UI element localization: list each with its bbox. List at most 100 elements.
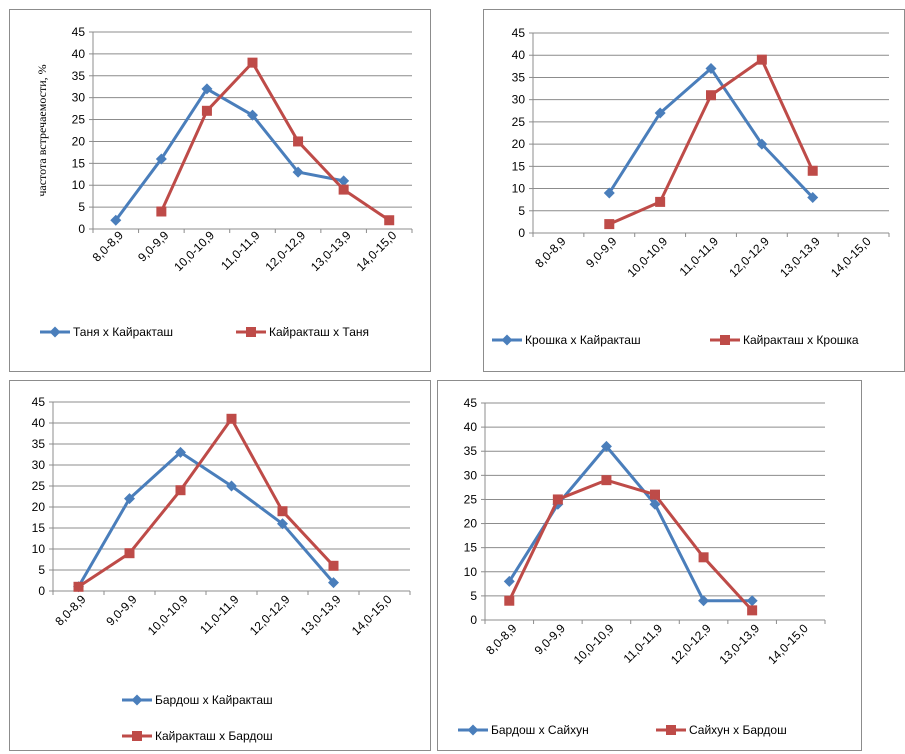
data-point-series-2 [226,413,237,424]
x-tick-label: 9,0-9,9 [103,592,140,629]
legend-label: Крошка х Кайракташ [525,333,641,347]
data-point-series-1 [155,153,167,165]
x-tick-label: 10,0-10,9 [571,621,617,667]
y-tick-label: 30 [32,458,46,472]
data-point-series-1 [705,63,717,75]
y-tick-label: 0 [470,613,477,627]
x-tick-label: 11,0-11,9 [218,228,263,273]
x-tick-label: 8,0-8,9 [532,234,569,271]
line-chart: 0 5 10 15 20 25 30 35 40 45 8,0-8,9 9,0-9,9 10,0-10,… [32,395,411,743]
data-point-series-1 [226,480,237,492]
y-tick-label: 0 [38,584,45,598]
legend-marker [246,327,256,337]
line-chart: 0 5 10 15 20 25 30 35 40 45 8,0-8,9 9,0-9,9 10,0-10,… [492,26,890,347]
data-point-series-2 [706,90,716,101]
y-tick-label: 20 [32,500,46,514]
data-point-series-2 [604,219,615,230]
x-tick-label: 10,0-10,9 [171,228,217,274]
x-tick-label: 13,0-13,9 [777,234,823,280]
y-tick-label: 10 [72,178,86,192]
y-tick-label: 25 [512,115,526,129]
data-point-series-2 [124,548,135,559]
data-point-series-1 [110,214,122,226]
x-tick-label: 8,0-8,9 [90,228,127,265]
x-tick-label: 11,0-11,9 [677,234,722,279]
y-tick-label: 25 [464,492,478,506]
y-tick-label: 45 [72,25,86,39]
x-tick-label: 13,0-13,9 [717,621,763,667]
y-tick-label: 10 [512,182,526,196]
x-tick-label: 12,0-12,9 [726,234,772,280]
x-tick-label: 13,0-13,9 [298,592,344,638]
y-tick-label: 10 [32,542,46,556]
data-point-series-1 [756,138,768,150]
data-point-series-1 [247,109,258,121]
legend-label: Кайракташ х Крошка [743,333,859,347]
series-line-1 [608,67,814,199]
chart-panel-1: 0 5 10 15 20 25 30 35 40 45 8,0-8,9 9,0-9,9 10,0-10,… [9,9,431,372]
y-tick-label: 25 [32,479,46,493]
y-tick-label: 35 [512,70,526,84]
data-point-series-2 [277,506,288,517]
data-point-series-1 [807,191,819,203]
data-point-series-2 [247,57,258,68]
data-point-series-2 [747,605,758,616]
data-point-series-1 [338,175,350,187]
legend-marker [666,725,676,735]
y-tick-label: 40 [72,47,86,61]
series-line-2 [507,478,754,612]
y-tick-label: 20 [72,134,86,148]
y-tick-label: 45 [32,395,46,409]
data-point-series-2 [601,475,612,486]
data-point-series-1 [292,166,304,178]
legend-label: Кайракташ х Бардош [155,729,273,743]
data-point-series-1 [698,595,710,607]
x-tick-label: 14,0-15,0 [349,592,395,638]
y-tick-label: 5 [470,589,477,603]
x-tick-label: 9,0-9,9 [583,234,620,271]
legend-marker [131,694,143,706]
y-tick-label: 35 [72,69,86,83]
series-line-2 [608,58,815,226]
x-tick-label: 10,0-10,9 [145,592,191,638]
legend-label: Бардош х Кайракташ [155,693,273,707]
chart-panel-4: 0 5 10 15 20 25 30 35 40 45 8,0-8,9 9,0-9,9 10,0-10,… [437,380,862,751]
data-point-series-2 [504,595,515,606]
y-tick-label: 20 [464,517,478,531]
y-tick-label: 20 [512,137,526,151]
data-point-series-1 [600,440,612,452]
data-point-series-1 [603,187,615,199]
y-tick-label: 40 [32,416,46,430]
legend-label: Сайхун х Бардош [689,723,787,737]
y-tick-label: 0 [518,226,525,240]
y-tick-label: 15 [32,521,46,535]
data-point-series-2 [73,581,84,592]
data-point-series-2 [552,494,563,505]
y-tick-label: 30 [72,91,86,105]
data-point-series-1 [175,446,186,458]
y-tick-label: 15 [464,541,478,555]
y-tick-label: 30 [512,93,526,107]
y-tick-label: 35 [32,437,46,451]
data-point-series-1 [746,595,758,607]
series-line-1 [77,450,335,588]
data-point-series-2 [807,165,818,176]
series-line-2 [77,417,335,589]
x-tick-label: 14,0-15,0 [765,621,811,667]
legend-label: Таня х Кайракташ [73,325,173,339]
data-point-series-1 [277,518,288,530]
data-point-series-1 [201,83,213,95]
chart-panel-2: 0 5 10 15 20 25 30 35 40 45 8,0-8,9 9,0-9,9 10,0-10,… [483,9,905,372]
x-tick-label: 8,0-8,9 [52,592,89,629]
data-point-series-2 [156,206,167,217]
data-point-series-2 [201,105,212,116]
legend-marker [501,334,513,346]
data-point-series-2 [756,54,767,65]
y-tick-label: 45 [464,396,478,410]
x-tick-label: 9,0-9,9 [135,228,172,265]
y-tick-label: 35 [464,444,478,458]
legend-label: Бардош х Сайхун [491,723,589,737]
x-tick-label: 11,0-11,9 [197,592,242,637]
x-tick-label: 8,0-8,9 [483,621,520,658]
x-tick-label: 14,0-15,0 [354,228,400,274]
